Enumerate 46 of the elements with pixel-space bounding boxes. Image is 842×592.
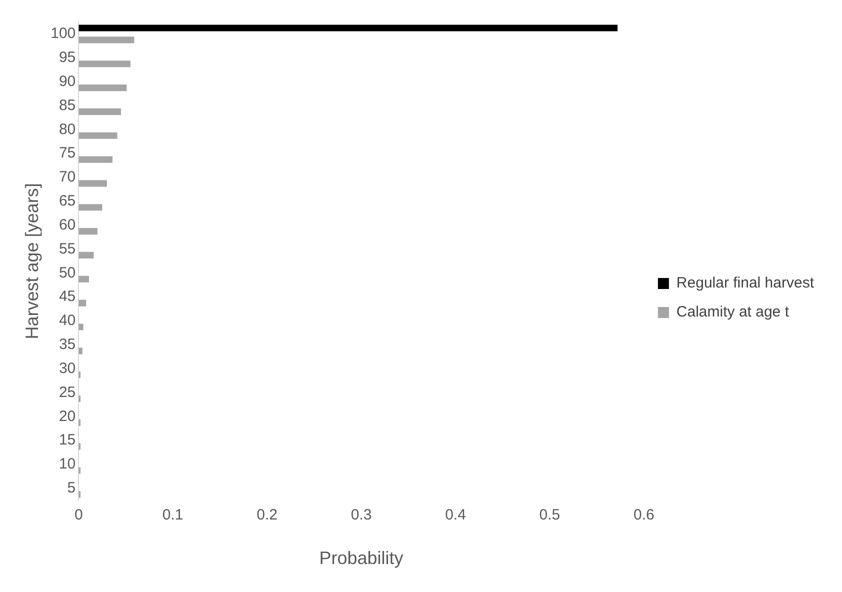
bar (78, 132, 118, 139)
x-tick-label: 0.2 (256, 506, 278, 524)
bar (78, 300, 86, 306)
y-tick-label: 50 (58, 264, 76, 282)
y-tick-label: 25 (58, 384, 76, 401)
bar (78, 204, 102, 211)
bar (78, 156, 113, 163)
y-tick-label: 60 (58, 216, 76, 234)
y-tick-label: 35 (58, 336, 76, 354)
y-tick-label: 45 (58, 288, 76, 306)
x-tick-label: 0.1 (162, 506, 184, 524)
y-tick-label: 55 (58, 240, 76, 258)
y-tick-label: 70 (58, 168, 76, 186)
bar (78, 180, 107, 187)
y-axis-title: Harvest age [years] (22, 183, 42, 340)
x-tick-label: 0.4 (445, 506, 466, 524)
y-tick-label: 65 (58, 192, 76, 210)
y-tick-label: 30 (58, 360, 76, 377)
bar (78, 84, 127, 92)
y-tick-label: 15 (58, 432, 76, 449)
bar (78, 60, 130, 68)
bar (78, 252, 94, 259)
x-tick-label: 0.5 (539, 506, 560, 524)
y-tick-label: 100 (50, 25, 76, 42)
y-tick-label: 10 (58, 456, 76, 473)
x-tick-label: 0 (74, 506, 83, 524)
bar (78, 324, 84, 330)
bar (78, 276, 89, 282)
bar (78, 228, 98, 235)
y-tick-label: 85 (58, 96, 76, 114)
x-tick-label: 0.3 (350, 506, 372, 524)
y-tick-label: 20 (58, 408, 76, 425)
bar (78, 24, 618, 32)
y-tick-label: 90 (58, 72, 76, 90)
y-tick-label: 75 (58, 144, 76, 162)
bar (78, 36, 134, 44)
bar (78, 108, 122, 115)
y-tick-label: 5 (67, 480, 76, 497)
y-tick-label: 40 (58, 312, 76, 330)
bar (78, 348, 82, 354)
y-tick-label: 95 (58, 49, 76, 66)
x-axis-title: Probability (319, 548, 404, 568)
legend-label: Regular final harvest (676, 274, 815, 292)
y-tick-label: 80 (58, 120, 76, 138)
x-tick-label: 0.6 (634, 506, 654, 524)
legend-label: Calamity at age t (676, 304, 790, 321)
